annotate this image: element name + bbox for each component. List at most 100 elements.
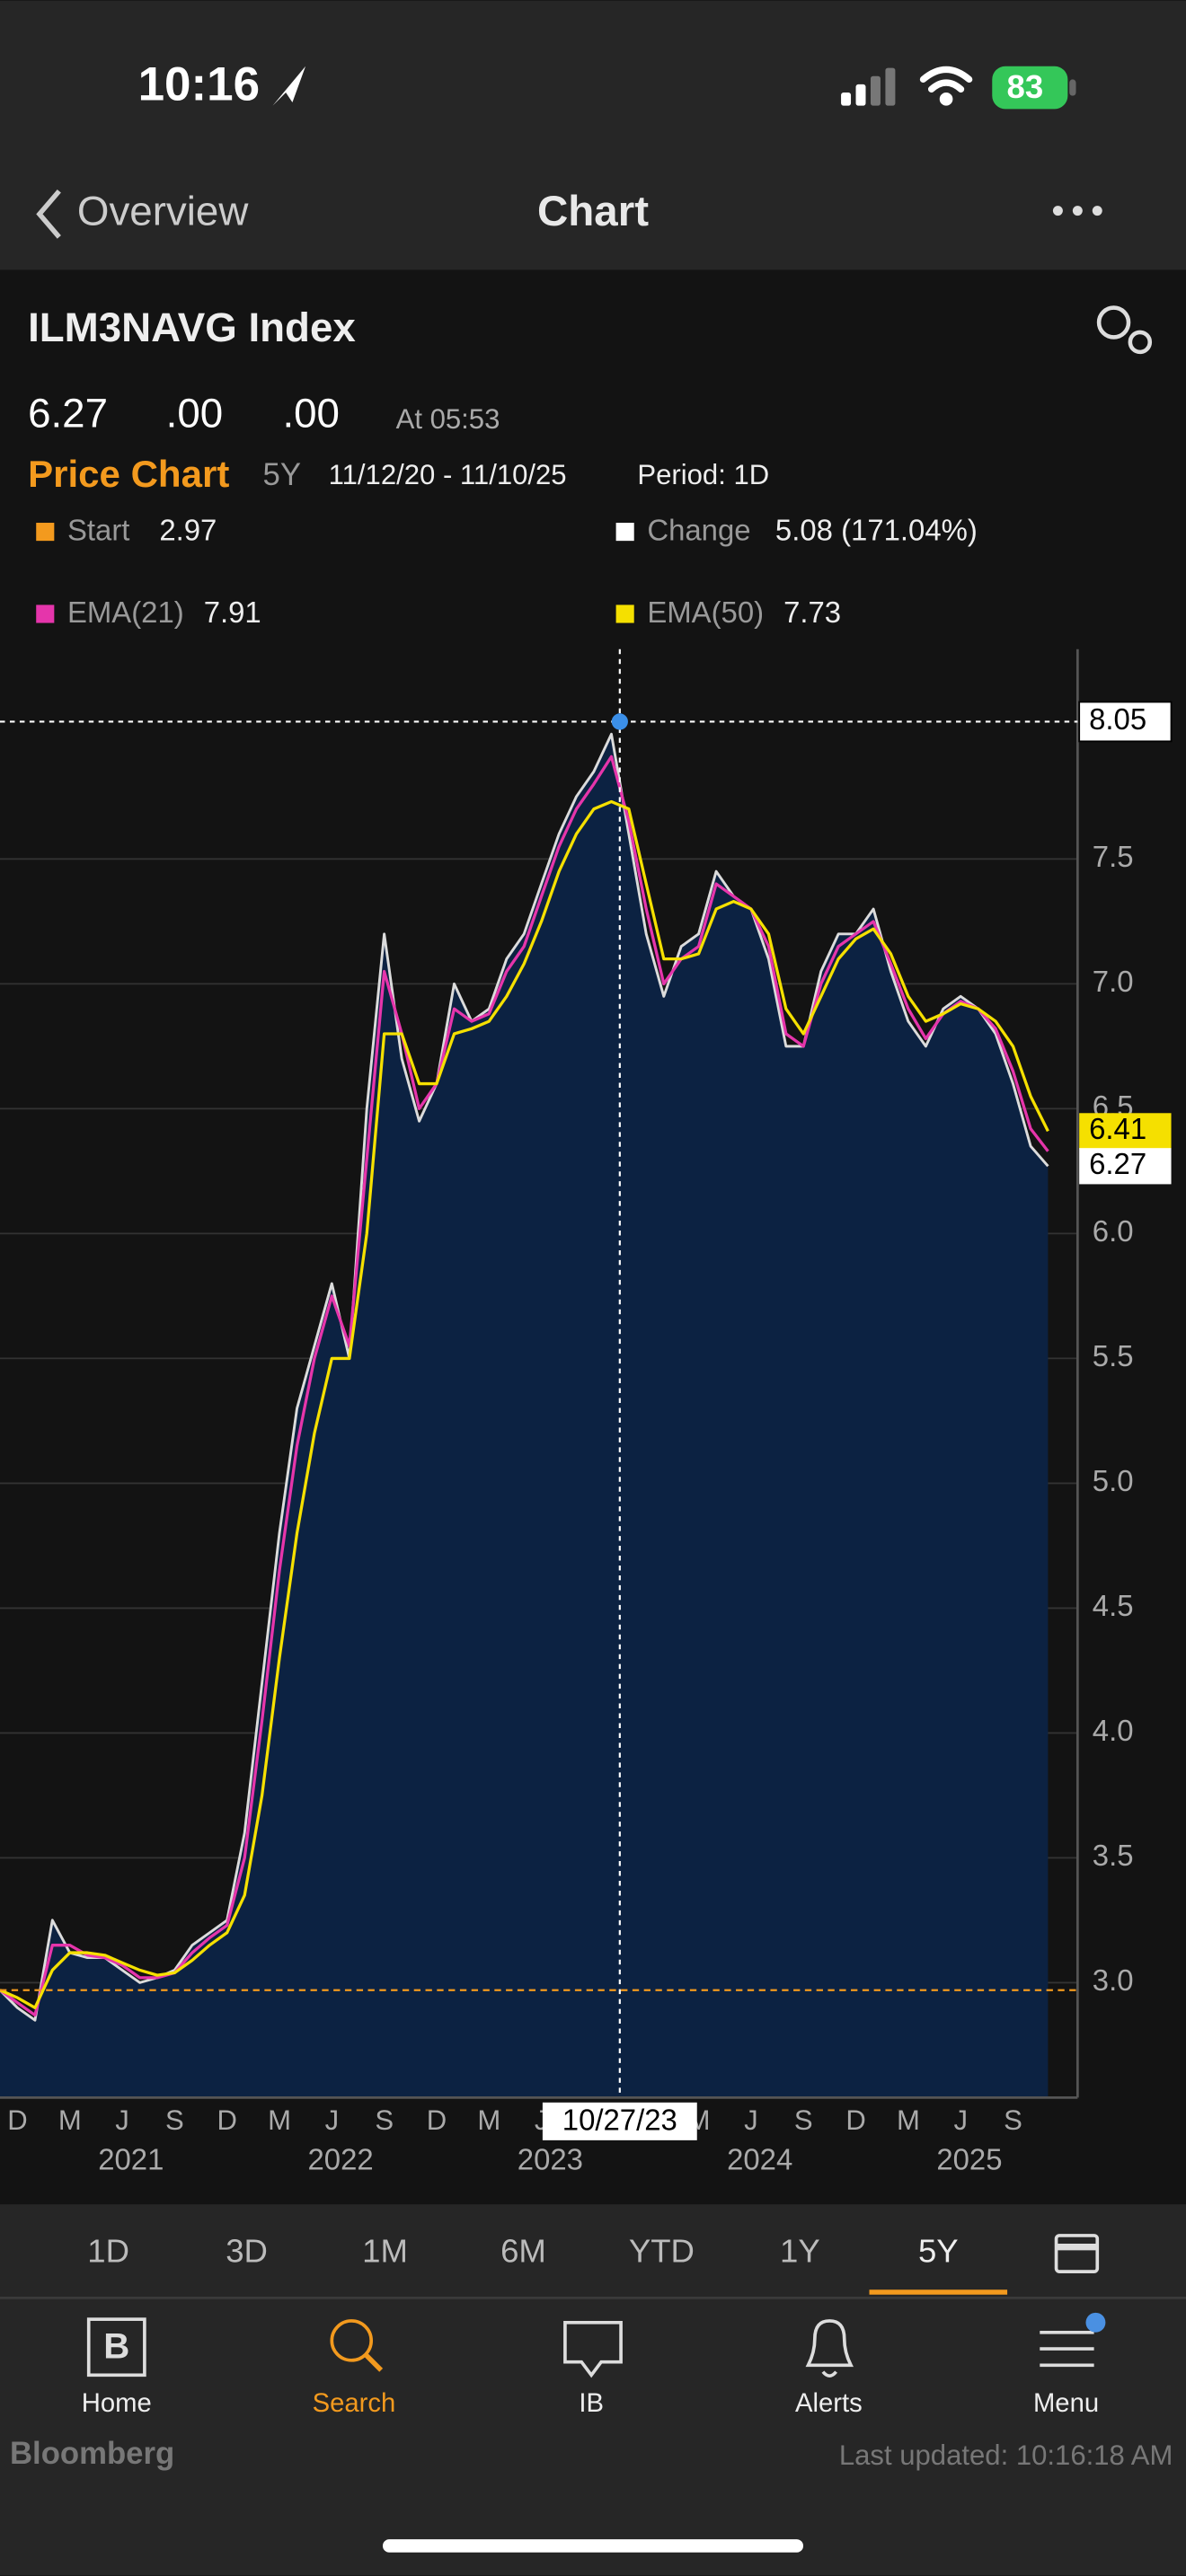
tab-label[interactable]: IB xyxy=(579,2389,604,2418)
battery-level: 83 xyxy=(1007,68,1044,105)
period-name: 5Y xyxy=(263,458,301,492)
x-tick-label: M xyxy=(268,2104,291,2136)
security-title: ILM3NAVG Index xyxy=(28,304,356,350)
chart: EMA(21) EMA(50) 7.91 7.73 3.0 3.5 4.0 4.5 5.0 5.5… xyxy=(0,595,1173,2175)
legend-label: Change xyxy=(647,514,750,547)
x-tick-label: M xyxy=(897,2104,920,2136)
crosshair-date: 10/27/23 xyxy=(562,2103,677,2136)
calendar-button[interactable] xyxy=(1054,2234,1100,2273)
y-tick-label: 3.5 xyxy=(1093,1839,1134,1872)
x-tick-label: S xyxy=(1004,2104,1022,2136)
x-tick-label: S xyxy=(794,2104,813,2136)
legend-value: 2.97 xyxy=(159,514,217,547)
series-line xyxy=(0,799,1049,2009)
x-tick-label: D xyxy=(217,2104,236,2136)
y-tick-label: 4.5 xyxy=(1093,1589,1134,1622)
back-icon[interactable] xyxy=(36,189,61,239)
wifi-icon xyxy=(919,66,973,106)
x-tick-label: S xyxy=(165,2104,184,2136)
x-tick-label: D xyxy=(427,2104,447,2136)
legend-swatch xyxy=(36,604,55,623)
year-label: 2024 xyxy=(727,2142,792,2175)
legend-value: 7.73 xyxy=(783,595,841,629)
nav-title: Chart xyxy=(537,188,649,235)
tab-label[interactable]: Alerts xyxy=(795,2389,863,2418)
range-tab[interactable]: 1M xyxy=(362,2233,408,2270)
y-tick-label: 7.5 xyxy=(1093,840,1134,873)
range-tab[interactable]: 1Y xyxy=(780,2233,820,2270)
x-tick-label: J xyxy=(744,2104,758,2136)
tab-icons xyxy=(86,2317,1094,2378)
y-tick-label: 3.0 xyxy=(1093,1963,1134,1997)
x-tick-label: J xyxy=(115,2104,129,2136)
range-tab[interactable]: YTD xyxy=(629,2233,695,2270)
range-tab[interactable]: 6M xyxy=(500,2233,546,2270)
pct-change: .00 xyxy=(282,390,340,436)
tab-label[interactable]: Search xyxy=(313,2389,396,2418)
legend-value: 7.91 xyxy=(204,595,261,629)
crosshair-value-box xyxy=(1078,701,1173,743)
legend-swatch xyxy=(36,523,55,542)
settings-button[interactable] xyxy=(1096,305,1153,355)
last-updated: Last updated: 10:16:18 AM xyxy=(839,2439,1173,2471)
price: 6.27 xyxy=(28,390,108,436)
x-tick-label: S xyxy=(375,2104,394,2136)
y-tick-label: 5.5 xyxy=(1093,1339,1134,1372)
range-tab[interactable]: 3D xyxy=(226,2233,268,2270)
x-tick-label: D xyxy=(7,2104,27,2136)
last-value-box xyxy=(1079,1148,1172,1185)
year-label: 2023 xyxy=(518,2142,583,2175)
y-tick-label: 6.0 xyxy=(1093,1214,1134,1248)
tab-bar xyxy=(0,2298,1186,2576)
clock: 10:16 xyxy=(138,58,261,111)
last-value: 6.27 xyxy=(1089,1147,1146,1180)
legend-swatch xyxy=(615,604,634,623)
range-tab[interactable]: 5Y xyxy=(918,2233,959,2270)
more-button[interactable] xyxy=(1052,206,1102,216)
active-underline xyxy=(869,2289,1008,2295)
battery xyxy=(992,66,1068,110)
back-button[interactable]: Overview xyxy=(77,188,249,234)
crosshair-dot xyxy=(611,713,628,730)
range-bar xyxy=(0,2204,1186,2298)
x-tick-label: D xyxy=(845,2104,865,2136)
legend-swatch xyxy=(615,523,634,542)
net-change: .00 xyxy=(166,390,224,436)
last-value: 6.41 xyxy=(1089,1112,1146,1145)
last-value-box xyxy=(1079,1113,1172,1150)
y-tick-label: 5.0 xyxy=(1093,1464,1134,1497)
legend-label: EMA(21) xyxy=(67,595,184,629)
year-label: 2025 xyxy=(936,2142,1002,2175)
x-tick-label: M xyxy=(58,2104,82,2136)
tab-label[interactable]: Menu xyxy=(1033,2389,1099,2418)
legend-label: EMA(50) xyxy=(647,595,764,629)
y-tick-label: 7.0 xyxy=(1093,965,1134,998)
quote-time: At 05:53 xyxy=(396,403,500,435)
tab-label[interactable]: Home xyxy=(82,2389,152,2418)
period: Period: 1D xyxy=(637,459,769,490)
notification-dot xyxy=(1085,2312,1106,2333)
y-tick-label: 4.0 xyxy=(1093,1714,1134,1747)
price-area xyxy=(0,734,1049,2098)
crosshair-date-box xyxy=(542,2102,697,2140)
x-tick-label: J xyxy=(325,2104,340,2136)
legend-label: Start xyxy=(67,514,129,547)
date-range: 11/12/20 - 11/10/25 xyxy=(329,459,567,490)
chart-name: Price Chart xyxy=(28,453,229,495)
legend-value: 5.08 (171.04%) xyxy=(775,514,978,547)
x-tick-label: J xyxy=(953,2104,968,2136)
battery-tip xyxy=(1069,79,1076,96)
year-label: 2021 xyxy=(98,2142,164,2175)
signal-icon xyxy=(841,67,896,106)
home-icon-letter: B xyxy=(103,2326,129,2367)
top-bar xyxy=(0,0,1186,270)
range-tab[interactable]: 1D xyxy=(87,2233,129,2270)
year-label: 2022 xyxy=(308,2142,374,2175)
brand: Bloomberg xyxy=(10,2437,174,2471)
series-line xyxy=(0,732,1049,2022)
x-tick-label: M xyxy=(477,2104,500,2136)
home-indicator xyxy=(382,2539,804,2553)
crosshair-value: 8.05 xyxy=(1089,702,1146,736)
